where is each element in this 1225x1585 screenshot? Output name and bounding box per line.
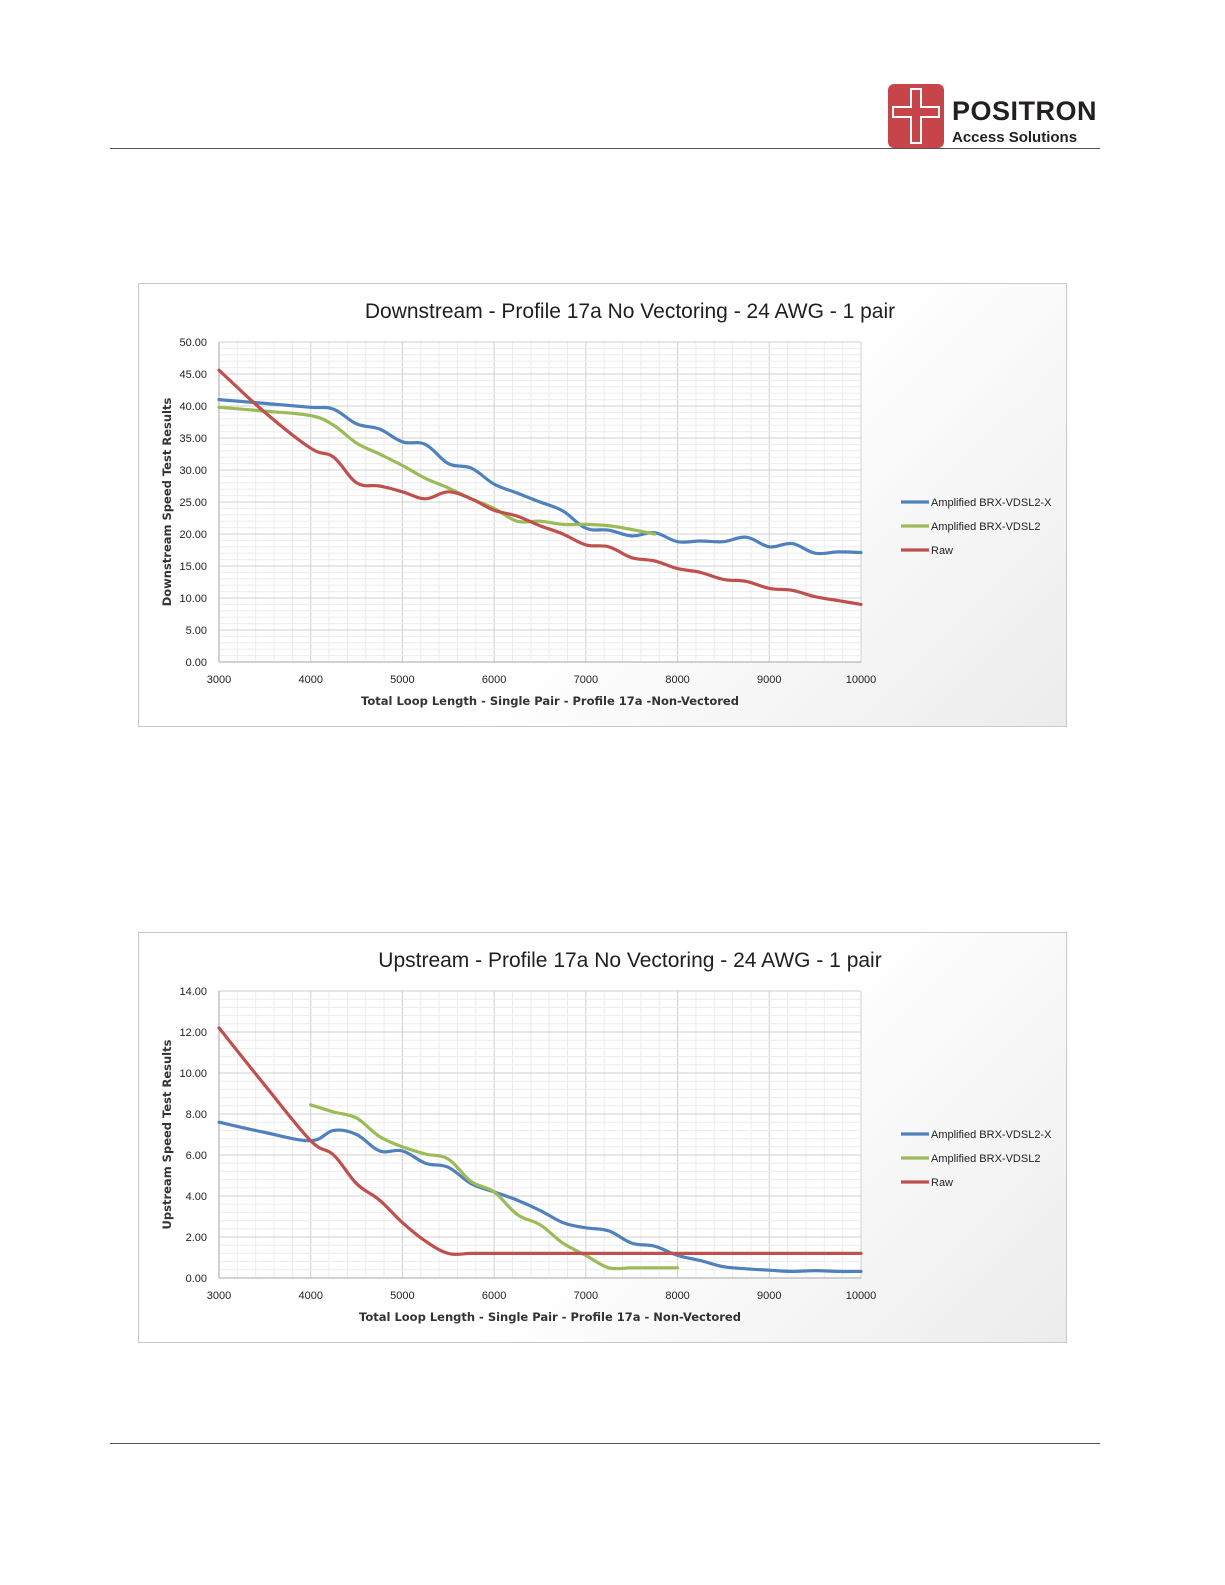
footer-divider: [110, 1443, 1100, 1444]
downstream-y-tick-label: 10.00: [179, 593, 207, 605]
upstream-y-tick-label: 14.00: [179, 986, 207, 998]
upstream-gridlines: [218, 990, 862, 1279]
upstream-legend-label: Amplified BRX-VDSL2: [931, 1153, 1040, 1165]
upstream-y-tick-label: 12.00: [179, 1027, 207, 1039]
downstream-legend: Amplified BRX-VDSL2-X Amplified BRX-VDSL2…: [901, 497, 1052, 557]
upstream-series-line-1: [309, 1103, 680, 1271]
downstream-x-axis-title: Total Loop Length - Single Pair - Profil…: [361, 694, 739, 708]
downstream-y-tick-label: 35.00: [179, 433, 207, 445]
upstream-x-tick-label: 9000: [757, 1290, 781, 1302]
downstream-legend-label: Amplified BRX-VDSL2-X: [931, 497, 1052, 509]
downstream-x-tick-label: 3000: [207, 674, 231, 686]
upstream-y-tick-label: 4.00: [186, 1191, 207, 1203]
downstream-chart-title: Downstream - Profile 17a No Vectoring - …: [365, 300, 895, 323]
upstream-legend-label: Amplified BRX-VDSL2-X: [931, 1129, 1052, 1141]
upstream-legend: Amplified BRX-VDSL2-X Amplified BRX-VDSL2…: [901, 1129, 1052, 1189]
downstream-x-tick-label: 8000: [665, 674, 689, 686]
header-divider: [110, 148, 1100, 149]
downstream-y-axis-title: Downstream Speed Test Results: [160, 398, 174, 607]
logo-subtitle: Access Solutions: [952, 129, 1078, 146]
upstream-y-axis-title: Upstream Speed Test Results: [160, 1039, 174, 1229]
downstream-y-tick-label: 30.00: [179, 465, 207, 477]
downstream-chart: Downstream - Profile 17a No Vectoring - …: [138, 283, 1067, 727]
downstream-x-tick-label: 4000: [298, 674, 322, 686]
upstream-x-tick-label: 7000: [574, 1290, 598, 1302]
upstream-y-tick-label: 0.00: [186, 1273, 207, 1285]
downstream-chart-svg: Downstream - Profile 17a No Vectoring - …: [160, 300, 1052, 708]
downstream-y-tick-label: 20.00: [179, 529, 207, 541]
upstream-chart-title: Upstream - Profile 17a No Vectoring - 24…: [378, 949, 881, 972]
upstream-y-tick-label: 10.00: [179, 1068, 207, 1080]
downstream-x-tick-label: 9000: [757, 674, 781, 686]
downstream-gridlines: [218, 341, 862, 663]
upstream-y-tick-label: 2.00: [186, 1232, 207, 1244]
downstream-x-tick-label: 7000: [574, 674, 598, 686]
upstream-y-tick-label: 8.00: [186, 1109, 207, 1121]
downstream-legend-label: Amplified BRX-VDSL2: [931, 521, 1040, 533]
upstream-x-tick-label: 4000: [298, 1290, 322, 1302]
upstream-chart: Upstream - Profile 17a No Vectoring - 24…: [138, 932, 1067, 1343]
downstream-y-tick-label: 5.00: [186, 625, 207, 637]
downstream-legend-label: Raw: [931, 545, 953, 557]
upstream-plot-area: [219, 991, 861, 1278]
upstream-chart-svg: Upstream - Profile 17a No Vectoring - 24…: [160, 949, 1052, 1324]
upstream-legend-label: Raw: [931, 1177, 953, 1189]
upstream-x-tick-label: 8000: [665, 1290, 689, 1302]
downstream-y-tick-label: 45.00: [179, 369, 207, 381]
upstream-x-axis-title: Total Loop Length - Single Pair - Profil…: [359, 1310, 741, 1324]
upstream-x-tick-label: 10000: [846, 1290, 877, 1302]
downstream-y-tick-label: 40.00: [179, 401, 207, 413]
upstream-series-line-2: [217, 1026, 863, 1256]
positron-cross-icon: [888, 84, 944, 148]
logo-name: POSITRON: [952, 96, 1098, 126]
downstream-series-line-2: [217, 368, 863, 606]
upstream-x-tick-label: 3000: [207, 1290, 231, 1302]
downstream-y-tick-label: 0.00: [186, 657, 207, 669]
upstream-y-tick-label: 6.00: [186, 1150, 207, 1162]
upstream-x-tick-label: 5000: [390, 1290, 414, 1302]
downstream-x-tick-label: 6000: [482, 674, 506, 686]
downstream-x-tick-label: 10000: [846, 674, 877, 686]
downstream-y-tick-label: 25.00: [179, 497, 207, 509]
downstream-y-tick-label: 50.00: [179, 337, 207, 349]
upstream-series-line-0: [217, 1120, 863, 1274]
downstream-x-tick-label: 5000: [390, 674, 414, 686]
positron-logo: POSITRON Access Solutions: [888, 84, 1103, 150]
upstream-x-tick-label: 6000: [482, 1290, 506, 1302]
downstream-y-tick-label: 15.00: [179, 561, 207, 573]
downstream-series-line-0: [217, 398, 863, 556]
